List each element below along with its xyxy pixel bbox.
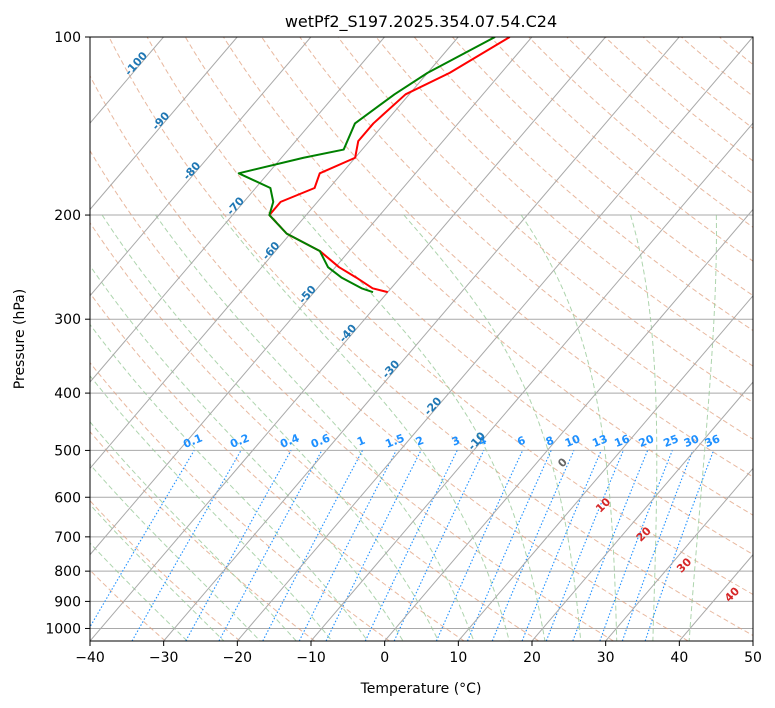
mixing-ratio-line-1.5 (298, 450, 397, 641)
x-tick-label-0: 0 (380, 650, 389, 666)
moist-adiabat-35 (630, 214, 658, 641)
dry-adiabat-310 (90, 74, 689, 641)
y-tick-label-600: 600 (54, 490, 81, 506)
dry-adiabat-400 (413, 37, 753, 332)
dewpoint-profile (237, 37, 496, 294)
isotherm--70 (90, 37, 385, 383)
moist-adiabat--10 (90, 374, 333, 641)
y-tick-label-100: 100 (54, 30, 81, 46)
mixing-ratio-line-0.2 (131, 450, 242, 641)
isotherm--20 (236, 37, 753, 641)
isotherm--90 (90, 37, 238, 211)
moist-adiabat-40 (688, 215, 717, 641)
mixing-ratio-line-0.4 (185, 450, 292, 641)
mixing-ratio-label-36: 36 (703, 432, 722, 450)
mixing-ratio-line-30 (621, 450, 694, 641)
x-tick-label-20: 20 (523, 650, 541, 666)
temperature-profile (268, 37, 511, 294)
x-tick-label--40: −40 (75, 650, 105, 666)
x-tick-label-40: 40 (670, 650, 688, 666)
isotherm-0 (384, 208, 753, 641)
moist-adiabat-10 (155, 214, 475, 641)
plot-area: 0.1 0.2 0.4 0.6 1 1.5 2 3 4 6 8 10 13 16 20 25 30 36-100-… (90, 37, 753, 641)
x-tick-label-50: 50 (744, 650, 762, 666)
mixing-ratio-line-13 (521, 450, 602, 641)
dry-adiabat-440 (566, 37, 753, 195)
mixing-ratio-line-3 (364, 450, 458, 641)
y-tick-label-1000: 1000 (45, 621, 81, 637)
mixing-ratio-label-25: 25 (661, 432, 680, 450)
moist-adiabat-0 (90, 264, 404, 641)
mixing-ratio-line-20 (572, 450, 649, 641)
dry-adiabat-360 (261, 37, 753, 478)
moist-adiabat-30 (520, 214, 618, 641)
x-tick-label--10: −10 (296, 650, 326, 666)
isotherm--60 (90, 37, 459, 470)
mixing-ratio-label-8: 8 (544, 434, 556, 449)
x-tick-label-30: 30 (597, 650, 615, 666)
y-tick-label-500: 500 (54, 443, 81, 459)
mixing-ratio-label-30: 30 (682, 432, 701, 450)
mixing-ratio-label-16: 16 (613, 432, 632, 450)
y-tick-label-400: 400 (54, 386, 81, 402)
moist-adiabats (90, 214, 717, 641)
mixing-ratio-line-36 (644, 450, 715, 641)
axes: −40 −30 −20 −10 0 10 20 30 40 50 100 200 300 400 500 60… (45, 30, 762, 666)
mixing-ratio-label-20: 20 (637, 432, 656, 450)
chart-title: wetPf2_S197.2025.354.07.54.C24 (285, 12, 557, 32)
dry-adiabat-340 (184, 37, 753, 555)
y-axis-title: Pressure (hPa) (12, 289, 28, 389)
isotherm--50 (90, 37, 533, 556)
moist-adiabat-25 (403, 214, 582, 641)
dry-adiabat-260 (90, 430, 315, 641)
mixing-ratio-line-16 (545, 450, 624, 641)
y-tick-label-800: 800 (54, 564, 81, 580)
mixing-ratio-label-3: 3 (450, 434, 462, 449)
isotherm--80 (90, 37, 312, 297)
mixing-ratio-line-2 (325, 450, 422, 641)
mixing-ratio-lines (90, 450, 715, 641)
isotherm--40 (90, 37, 606, 641)
dry-adiabat-270 (90, 361, 390, 641)
y-tick-label-900: 900 (54, 594, 81, 610)
x-axis-title: Temperature (°C) (360, 681, 482, 697)
isotherm--10 (310, 122, 753, 641)
dry-adiabat-370 (299, 37, 753, 440)
isotherm-30 (605, 467, 753, 641)
mixing-ratio-line-25 (599, 450, 673, 641)
mixing-ratio-line-10 (491, 450, 575, 641)
dry-adiabat-380 (337, 37, 753, 403)
moist-adiabat--15 (90, 421, 297, 641)
dry-adiabat-300 (90, 149, 614, 641)
mixing-ratio-line-1 (262, 450, 363, 641)
mixing-ratio-label-1: 1 (355, 434, 367, 449)
moist-adiabat-5 (101, 214, 439, 641)
pressure-gridlines (90, 37, 753, 629)
mixing-ratio-label-2: 2 (414, 434, 426, 449)
y-tick-label-700: 700 (54, 530, 81, 546)
isotherm--30 (163, 37, 680, 641)
isotherm-20 (531, 381, 753, 641)
moist-adiabat--20 (90, 463, 261, 641)
dry-adiabat-320 (108, 37, 753, 637)
isotherm-10 (457, 294, 753, 641)
x-tick-label-10: 10 (449, 650, 467, 666)
mixing-ratio-label-10: 10 (563, 432, 582, 450)
mixing-ratio-line-0.6 (218, 450, 323, 641)
x-tick-label--30: −30 (149, 650, 179, 666)
x-tick-label--20: −20 (223, 650, 253, 666)
y-tick-label-300: 300 (54, 312, 81, 328)
isotherms (90, 37, 753, 641)
y-tick-label-200: 200 (54, 208, 81, 224)
moist-adiabat--5 (90, 323, 369, 641)
sounding-profiles (237, 37, 511, 294)
mixing-ratio-line-4 (393, 450, 485, 641)
dry-adiabat-420 (490, 37, 753, 262)
dry-adiabat-330 (146, 37, 753, 596)
mixing-ratio-label-13: 13 (590, 432, 609, 450)
moist-adiabat-20 (301, 214, 546, 641)
plot-frame (89, 36, 754, 642)
